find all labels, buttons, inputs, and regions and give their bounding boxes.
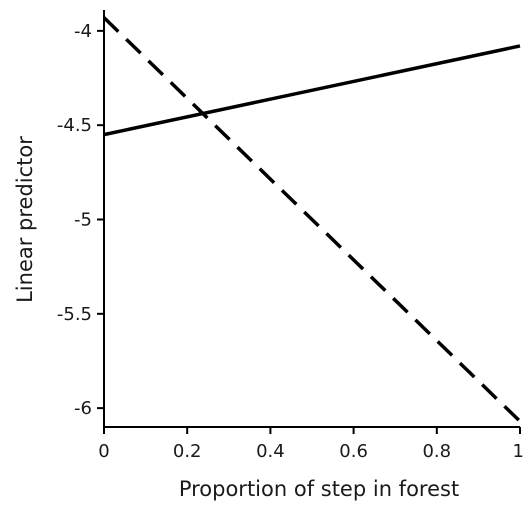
x-tick-label: 0.2	[173, 441, 202, 462]
x-axis-title: Proportion of step in forest	[179, 477, 459, 501]
y-tick-label: -5.5	[57, 304, 92, 325]
y-tick-label: -6	[74, 398, 92, 419]
x-tick-label: 1	[513, 441, 524, 462]
y-tick-label: -5	[74, 210, 92, 231]
plot-lines	[102, 16, 522, 423]
x-ticks: 0 0.2 0.4 0.6 0.8 1	[98, 427, 524, 462]
y-tick-label: -4	[74, 21, 92, 42]
y-tick-label: -4.5	[57, 115, 92, 136]
x-tick-label: 0.6	[339, 441, 368, 462]
dashed-series-line	[102, 16, 522, 423]
solid-series-line	[103, 44, 521, 137]
y-ticks: -4 -4.5 -5 -5.5 -6	[57, 21, 104, 419]
x-tick-label: 0	[98, 441, 109, 462]
x-tick-label: 0.8	[422, 441, 451, 462]
y-axis-title: Linear predictor	[13, 136, 37, 303]
x-tick-label: 0.4	[256, 441, 285, 462]
